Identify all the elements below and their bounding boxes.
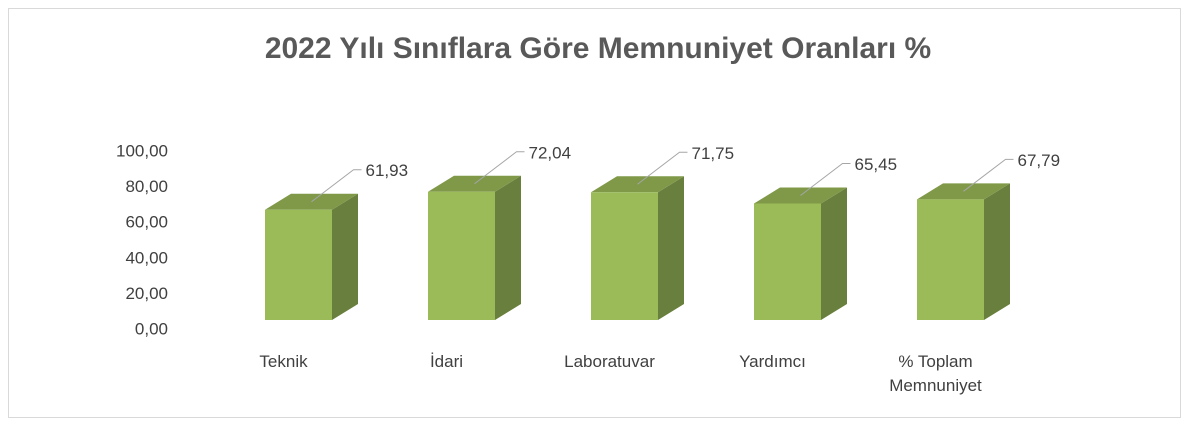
y-tick-label: 40,00 — [125, 248, 168, 267]
y-tick-label: 20,00 — [125, 284, 168, 303]
leader-line — [637, 151, 688, 185]
bar — [591, 176, 684, 320]
value-label: 65,45 — [855, 155, 898, 174]
bar — [754, 187, 847, 320]
y-tick-label: 60,00 — [125, 213, 168, 232]
y-tick-label: 80,00 — [125, 177, 168, 196]
bar-side — [495, 175, 521, 320]
bar — [428, 175, 521, 320]
value-label: 72,04 — [529, 143, 572, 162]
leader-line — [963, 158, 1014, 192]
bar — [265, 193, 358, 320]
bar-side — [332, 193, 358, 320]
x-tick-label: İdari — [429, 352, 464, 371]
leader-line — [800, 162, 851, 196]
bar-side — [821, 187, 847, 320]
leader-line — [474, 151, 525, 185]
bar-front — [428, 191, 495, 320]
x-tick-label: Teknik — [259, 352, 308, 371]
x-tick-label: Laboratuvar — [564, 352, 655, 371]
bar-side — [984, 183, 1010, 320]
bar-front — [754, 203, 821, 320]
bar-front — [591, 192, 658, 320]
chart-title: 2022 Yılı Sınıflara Göre Memnuniyet Oran… — [265, 32, 931, 65]
x-tick-label: % Toplam Memnuniyet — [889, 352, 982, 395]
y-tick-label: 0,00 — [135, 319, 168, 338]
bar-side — [658, 176, 684, 320]
value-label: 71,75 — [692, 144, 735, 163]
leader-line — [311, 169, 362, 203]
bar-front — [265, 209, 332, 320]
value-label: 61,93 — [366, 161, 409, 180]
x-tick-label: Yardımcı — [739, 352, 806, 371]
y-tick-label: 100,00 — [116, 141, 168, 160]
bar — [917, 183, 1010, 320]
value-label: 67,79 — [1018, 151, 1061, 170]
bar-front — [917, 199, 984, 320]
